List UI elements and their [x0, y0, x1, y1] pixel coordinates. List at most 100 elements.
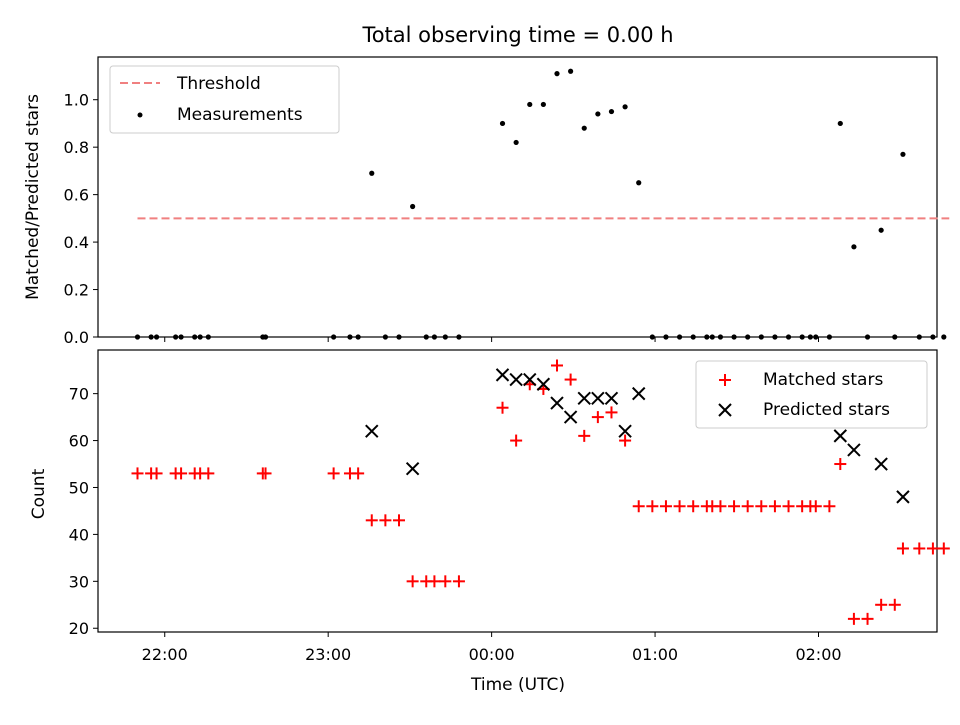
matched-star-point	[352, 467, 365, 480]
predicted-star-point	[847, 443, 861, 457]
measurement-point	[690, 334, 696, 340]
matched-star-point	[659, 500, 672, 513]
matched-star-point	[755, 500, 768, 513]
ratio-y-axis-label: Matched/Predicted stars	[23, 94, 43, 300]
ratio-y-tick-label: 1.0	[64, 91, 89, 110]
measurement-point	[892, 334, 898, 340]
count-legend: Matched stars Predicted stars	[695, 360, 928, 429]
predicted-star-point	[604, 391, 619, 406]
measurement-point	[197, 334, 203, 340]
predicted-star-point	[618, 424, 632, 438]
measurement-point	[807, 334, 813, 340]
predicted-legend-label: Predicted stars	[763, 400, 890, 420]
measurement-point	[676, 334, 683, 340]
measurement-point	[369, 170, 375, 176]
measurement-point	[622, 104, 628, 110]
predicted-star-point	[550, 396, 564, 410]
ratio-plot-frame	[97, 56, 938, 338]
measurements-legend-swatch	[137, 112, 143, 118]
matched-star-point	[847, 612, 860, 625]
measurement-point	[153, 334, 160, 340]
measurement-point	[704, 334, 710, 340]
count-y-tick-label: 30	[69, 572, 89, 591]
ratio-y-tick-label: 0.4	[64, 233, 89, 252]
matched-star-point	[896, 542, 909, 555]
measurement-point	[581, 125, 587, 131]
measurement-point	[192, 334, 198, 340]
measurement-point	[878, 227, 884, 233]
measurement-point	[900, 151, 906, 157]
measurement-point	[442, 334, 448, 340]
matched-star-point	[202, 467, 215, 480]
measurement-point	[148, 334, 154, 340]
measurement-point	[649, 334, 655, 340]
ratio-legend-box	[109, 65, 340, 134]
measurement-point	[423, 334, 429, 340]
predicted-star-point	[896, 490, 910, 504]
measurement-point	[456, 334, 462, 340]
measurement-point	[851, 244, 857, 250]
measurement-point	[717, 334, 724, 340]
predicted-star-point	[632, 386, 646, 401]
measurement-point	[916, 334, 922, 340]
count-legend-box	[695, 360, 928, 429]
measurement-point	[595, 111, 601, 117]
matched-star-point	[875, 598, 888, 611]
matched-star-point	[619, 434, 632, 447]
x-tick-label: 02:00	[795, 645, 841, 664]
matched-star-point	[150, 467, 163, 480]
x-tick-label: 00:00	[469, 645, 515, 664]
predicted-star-point	[523, 372, 537, 387]
count-y-tick-label: 60	[69, 432, 89, 451]
matched-star-point	[131, 467, 144, 480]
predicted-star-point	[509, 372, 523, 387]
count-y-tick-label: 70	[69, 385, 89, 404]
matched-star-point	[687, 500, 700, 513]
matched-star-point	[605, 406, 618, 419]
measurement-point	[663, 334, 669, 340]
ratio-y-tick-label: 0.2	[64, 281, 89, 300]
measurement-point	[554, 71, 560, 77]
predicted-star-point	[874, 457, 888, 471]
matched-legend-label: Matched stars	[763, 370, 883, 390]
measurement-point	[540, 101, 546, 108]
x-axis-label: Time (UTC)	[470, 675, 565, 695]
predicted-star-point	[536, 377, 551, 391]
matched-star-point	[728, 500, 741, 513]
matched-star-point	[259, 467, 272, 480]
predicted-star-point	[563, 410, 578, 424]
measurement-point	[205, 334, 211, 340]
measurement-point	[930, 334, 936, 340]
measurement-point	[799, 334, 805, 340]
measurement-point	[513, 139, 519, 146]
matched-star-point	[646, 500, 659, 513]
matched-legend-swatch	[719, 374, 731, 386]
matched-star-point	[175, 467, 188, 480]
predicted-legend-swatch	[718, 403, 732, 417]
measurement-point	[709, 334, 715, 340]
figure-title: Total observing time = 0.00 h	[361, 23, 673, 47]
measurement-point	[941, 334, 947, 340]
count-y-tick-label: 40	[69, 525, 89, 544]
matched-star-point	[823, 500, 836, 513]
measurement-point	[355, 334, 361, 340]
matched-star-point	[550, 359, 563, 372]
measurement-point	[499, 120, 506, 127]
x-tick-label: 22:00	[142, 645, 188, 664]
measurement-point	[608, 108, 615, 115]
measurement-point	[785, 334, 792, 340]
matched-star-point	[937, 542, 950, 555]
matched-star-point	[428, 575, 441, 588]
matched-star-point	[741, 500, 754, 513]
measurement-point	[173, 334, 179, 340]
matched-star-point	[861, 612, 874, 625]
measurement-point	[178, 334, 184, 340]
matched-star-point	[379, 514, 392, 527]
ratio-legend: Threshold Measurements	[109, 65, 340, 134]
count-y-tick-label: 20	[69, 619, 89, 638]
matched-star-point	[673, 500, 686, 513]
threshold-legend-label: Threshold	[176, 74, 261, 94]
matched-star-point	[439, 575, 452, 588]
measurement-point	[731, 334, 737, 340]
matched-star-point	[768, 500, 781, 513]
